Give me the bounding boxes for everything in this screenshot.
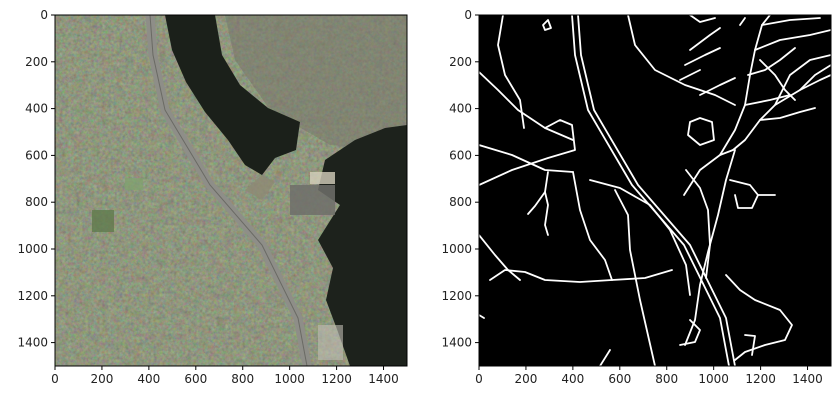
x-tick-label: 600 — [608, 372, 631, 386]
x-tick-label: 1200 — [321, 372, 352, 386]
y-tick-label: 0 — [464, 8, 472, 22]
lake-water — [318, 125, 407, 366]
road-mask-axes: 0 200 400 600 800 1000 1200 1400 0 200 400 600 800 10… — [441, 8, 822, 386]
road-mask — [479, 15, 831, 366]
aerial-image-axes: 0 200 400 600 800 1000 1200 1400 0 200 400 600 800 10… — [17, 8, 398, 386]
road-highway-west — [571, 15, 730, 366]
x-tick-label: 800 — [655, 372, 678, 386]
y-tick-label: 0 — [40, 8, 48, 22]
y-tick-label: 1000 — [17, 242, 48, 256]
y-tick-label: 1000 — [441, 242, 472, 256]
residential-area — [225, 15, 407, 150]
y-tick-label: 1200 — [441, 289, 472, 303]
road-highway-east — [577, 15, 736, 366]
x-tick-label: 0 — [475, 372, 483, 386]
x-tick-label: 1400 — [368, 372, 399, 386]
parking-lot — [290, 185, 335, 215]
x-tick-label: 200 — [514, 372, 537, 386]
x-tick-label: 400 — [137, 372, 160, 386]
y-tick-label: 200 — [25, 55, 48, 69]
y-tick-label: 600 — [25, 148, 48, 162]
x-tick-label: 1200 — [745, 372, 776, 386]
aerial-image — [55, 15, 407, 366]
x-tick-label: 1000 — [274, 372, 305, 386]
y-tick-label: 600 — [449, 148, 472, 162]
y-tick-label: 1400 — [441, 336, 472, 350]
x-tick-label: 200 — [90, 372, 113, 386]
y-tick-label: 1200 — [17, 289, 48, 303]
x-tick-label: 800 — [231, 372, 254, 386]
y-tick-label: 400 — [25, 102, 48, 116]
y-tick-label: 800 — [449, 195, 472, 209]
y-tick-label: 1400 — [17, 336, 48, 350]
aerial-image-panel — [54, 14, 408, 367]
x-tick-label: 600 — [184, 372, 207, 386]
road-mask-panel — [478, 14, 832, 367]
x-tick-label: 0 — [51, 372, 59, 386]
y-tick-label: 400 — [449, 102, 472, 116]
x-tick-label: 1000 — [698, 372, 729, 386]
y-tick-label: 200 — [449, 55, 472, 69]
y-tick-label: 800 — [25, 195, 48, 209]
x-tick-label: 400 — [561, 372, 584, 386]
river-water — [165, 15, 300, 175]
x-tick-label: 1400 — [792, 372, 823, 386]
